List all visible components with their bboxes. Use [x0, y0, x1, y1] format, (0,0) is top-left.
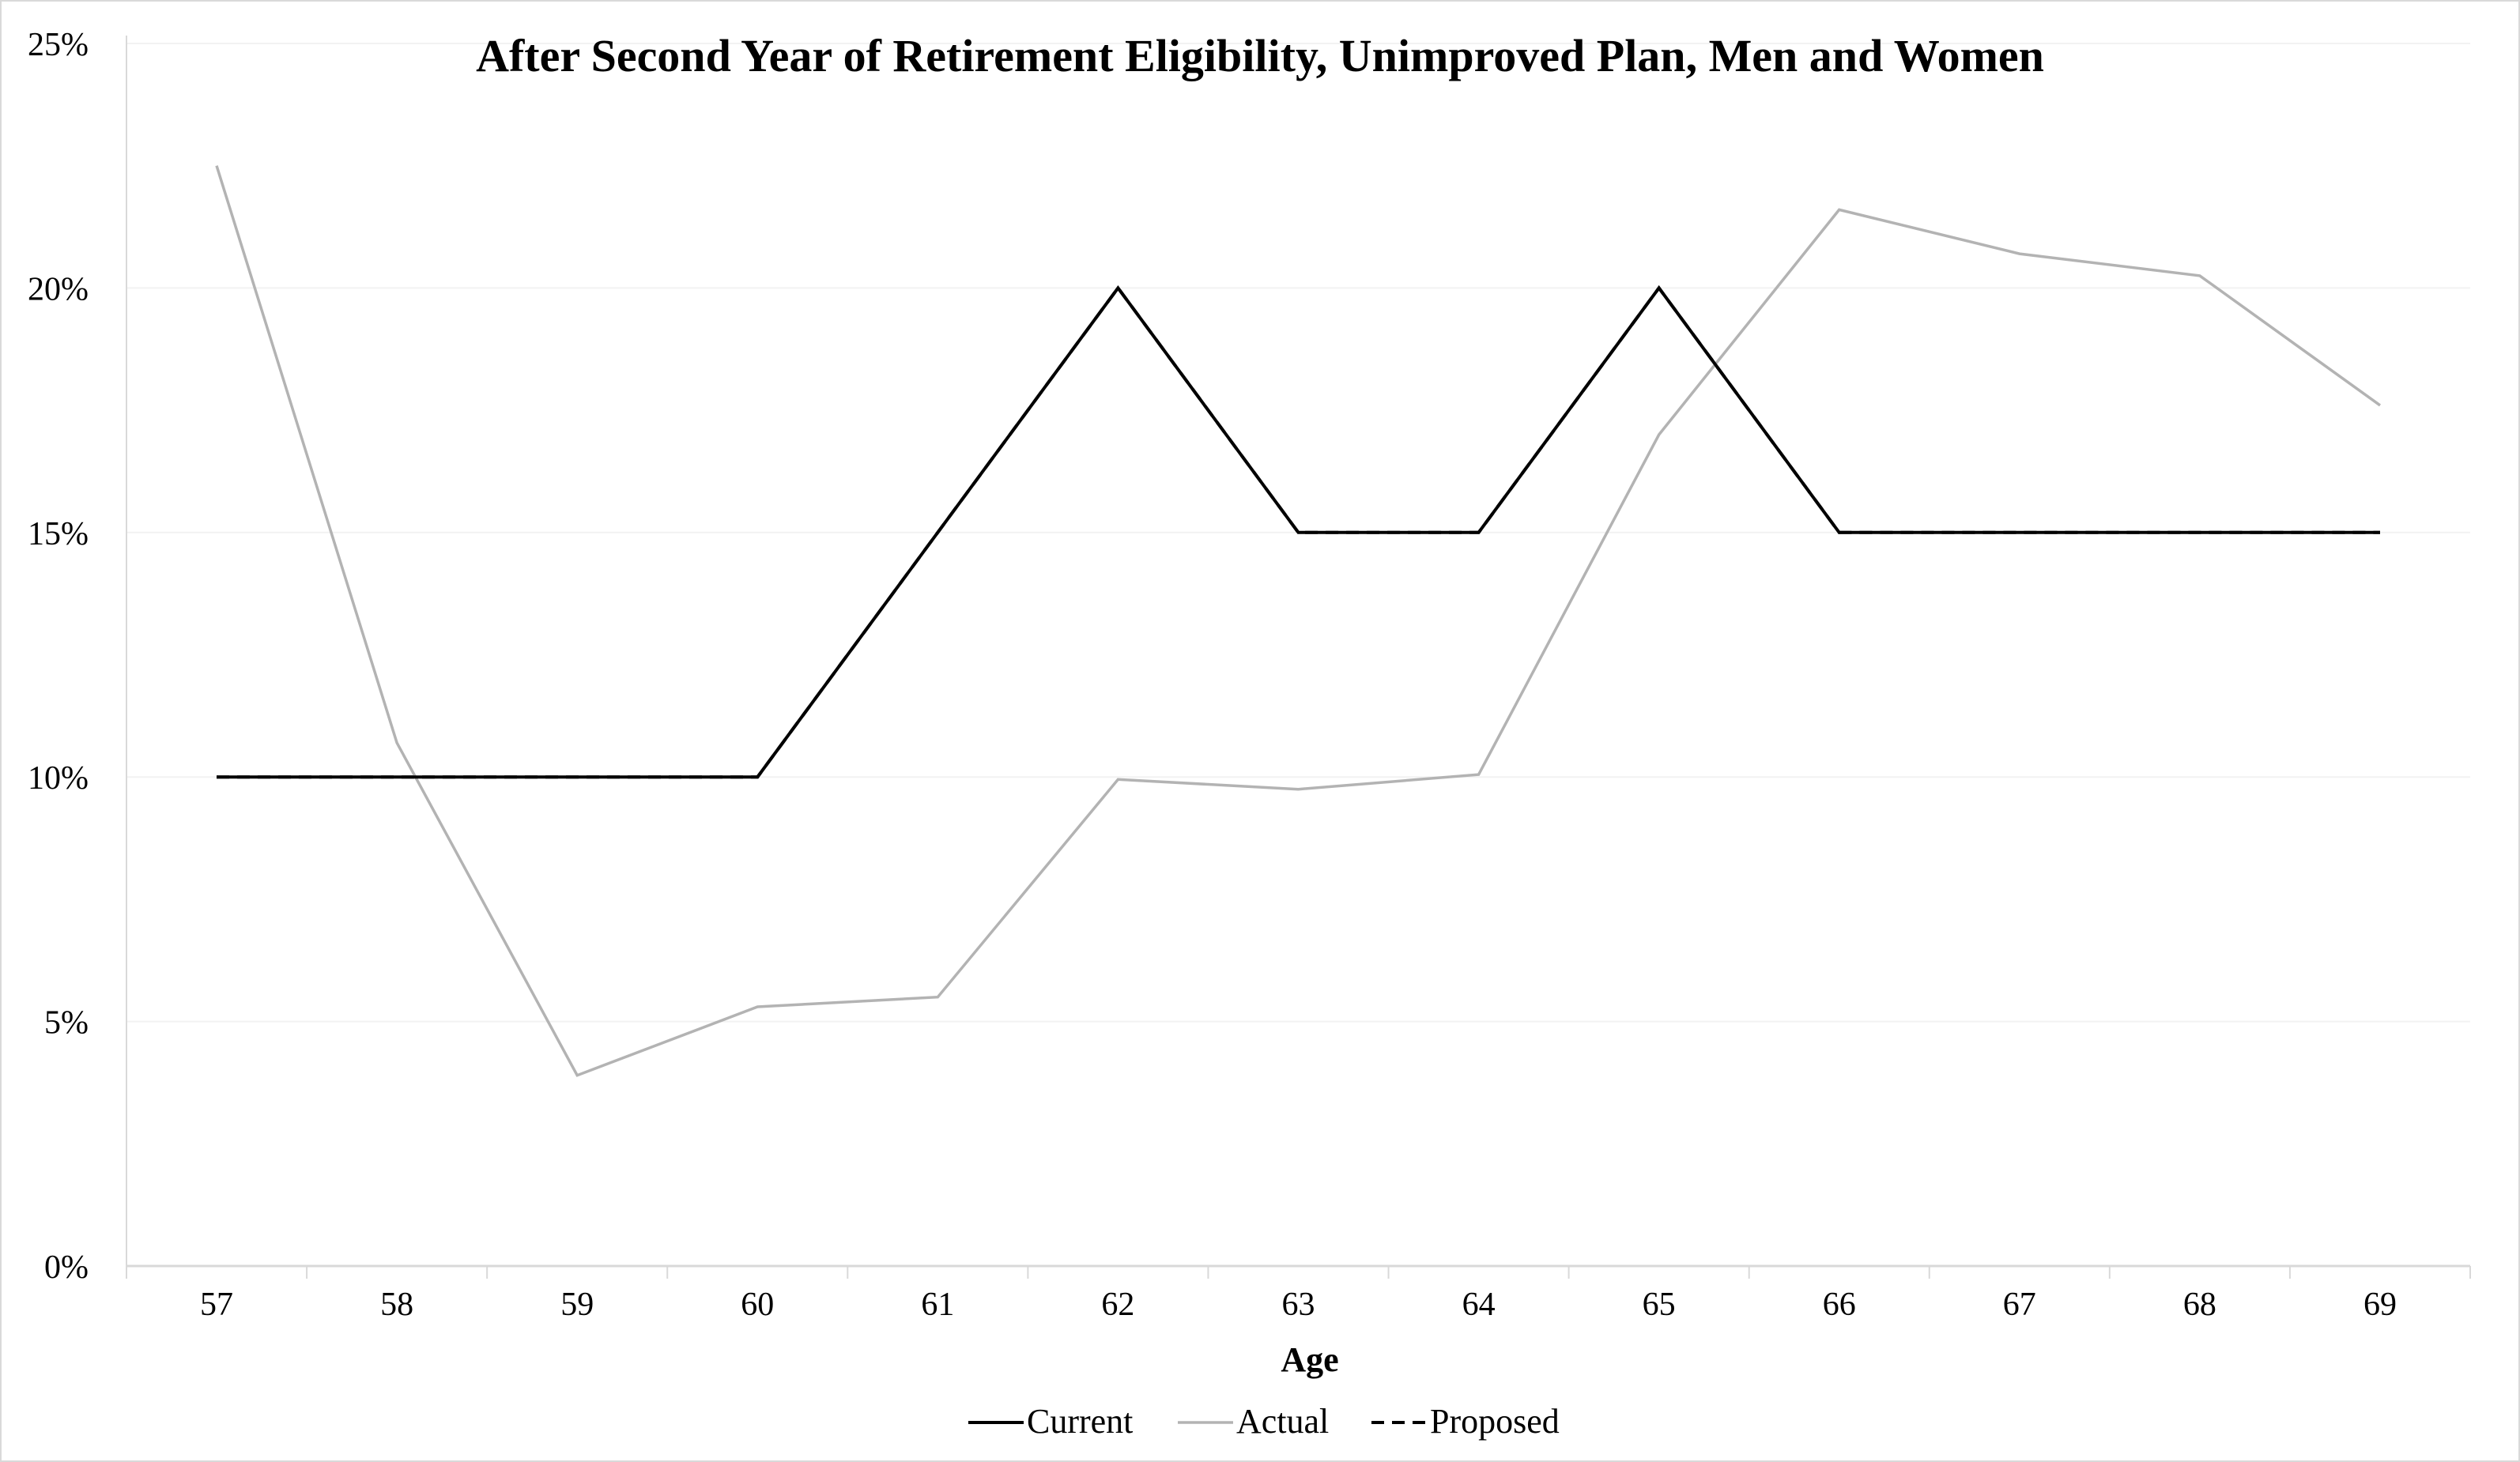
data-point-actual	[2198, 274, 2201, 277]
x-tick-label: 62	[1101, 1287, 1134, 1323]
x-tick-label: 63	[1282, 1287, 1315, 1323]
y-tick-label: 25%	[28, 27, 89, 63]
data-point-current	[1116, 286, 1119, 289]
x-tick-label: 60	[741, 1287, 774, 1323]
data-point-actual	[395, 741, 398, 744]
legend: Current Actual Proposed	[968, 1402, 1560, 1441]
x-tick-label: 58	[380, 1287, 413, 1323]
x-tick-label: 69	[2363, 1287, 2397, 1323]
series-line-actual	[215, 165, 2382, 1077]
data-point-current	[936, 531, 939, 534]
x-tick-label: 61	[921, 1287, 954, 1323]
data-point-actual	[575, 1074, 579, 1077]
series-line-current	[217, 285, 2380, 779]
x-tick-label: 64	[1462, 1287, 1496, 1323]
data-point-actual	[936, 996, 939, 999]
data-point-actual	[2379, 404, 2382, 407]
data-point-actual	[756, 1005, 759, 1008]
data-point-current	[1297, 531, 1300, 534]
data-point-current	[2018, 531, 2021, 534]
x-tick-label: 68	[2183, 1287, 2216, 1323]
data-point-current	[756, 775, 759, 778]
y-tick-label: 0%	[44, 1249, 89, 1286]
x-tick-label: 66	[1823, 1287, 1856, 1323]
series-lines	[215, 164, 2382, 1077]
data-point-actual	[1116, 778, 1119, 781]
legend-label-current: Current	[1027, 1402, 1133, 1441]
data-point-current	[1838, 531, 1841, 534]
axes: 0% 5% 10% 15% 20% 25% 57 58 59 60 61 62 63 64 65 66 67 68…	[28, 27, 2471, 1323]
data-point-actual	[1658, 433, 1661, 436]
data-point-actual	[1297, 788, 1300, 791]
data-point-current	[215, 775, 218, 778]
data-point-current	[395, 775, 398, 778]
y-tick-label: 10%	[28, 760, 89, 797]
data-point-actual	[215, 164, 218, 168]
chart-title: After Second Year of Retirement Eligibil…	[476, 30, 2044, 81]
x-tick-label: 59	[560, 1287, 594, 1323]
x-tick-label: 65	[1643, 1287, 1676, 1323]
data-point-current	[1658, 286, 1661, 289]
x-tick-label: 57	[200, 1287, 233, 1323]
data-point-actual	[1838, 208, 1841, 211]
x-axis-title: Age	[1281, 1340, 1338, 1379]
legend-label-actual: Actual	[1236, 1402, 1329, 1441]
data-point-current	[575, 775, 579, 778]
data-point-current	[2379, 531, 2382, 534]
data-point-current	[2198, 531, 2201, 534]
y-tick-label: 20%	[28, 271, 89, 307]
data-point-actual	[1477, 773, 1481, 776]
legend-label-proposed: Proposed	[1430, 1402, 1560, 1441]
data-point-current	[1477, 531, 1481, 534]
x-tick-label: 67	[2003, 1287, 2036, 1323]
y-tick-label: 5%	[44, 1005, 89, 1042]
y-tick-label: 15%	[28, 516, 89, 552]
data-point-actual	[2018, 252, 2021, 255]
